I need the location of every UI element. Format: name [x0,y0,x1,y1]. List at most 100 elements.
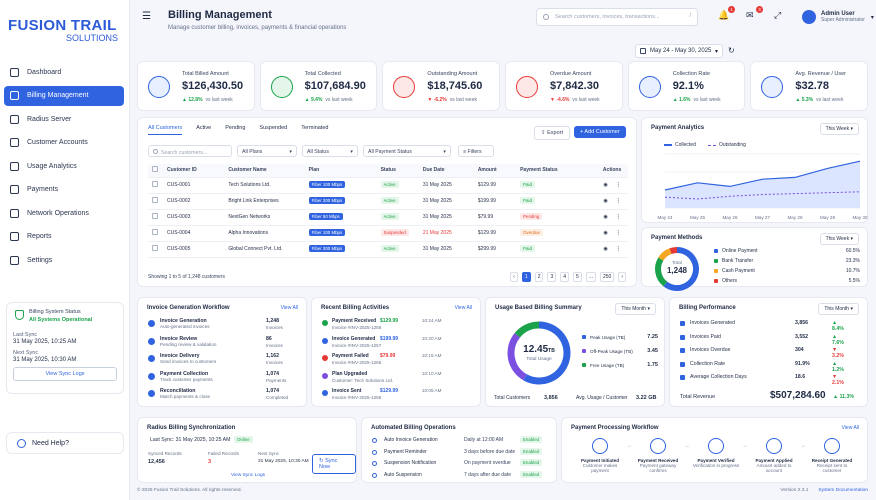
table-row[interactable]: CUS-0001 Tech Solutions Ltd. Fiber 100 Mbp… [148,177,628,194]
methods-period-select[interactable]: This Week ▾ [819,233,859,245]
page-button[interactable]: ... [585,272,596,282]
sidebar-item-payments[interactable]: Payments [4,180,124,200]
table-row[interactable]: CUS-0003 NextGen Networks Fiber 50 Mbps Act… [148,209,628,226]
radius-view-logs[interactable]: View Sync Logs [230,473,266,478]
plan-filter[interactable]: All Plans ▾ [237,145,297,157]
more-icon[interactable]: ⋮ [615,230,621,236]
next-page-icon[interactable]: › [618,272,626,282]
page-button[interactable]: 1 [521,272,531,282]
row-checkbox[interactable] [148,209,168,226]
workflow-step[interactable]: Invoice Generation Auto-generated invoice… [148,318,298,336]
global-search-input[interactable]: Search customers, invoices, transactions… [536,8,698,26]
activity-item[interactable]: Invoice Sent Invoice #INV-2025-1255 $129.9… [322,388,472,406]
sidebar-item-billing-management[interactable]: Billing Management [4,85,124,106]
mail-icon[interactable]: ✉ 3 [746,6,763,22]
payment-step[interactable]: Payment Received Payment gateway confirms… [634,438,690,473]
footer-docs-link[interactable]: System Documentation [818,488,868,493]
row-checkbox[interactable] [148,241,168,258]
activities-view-all[interactable]: View All [454,305,472,311]
date-range-picker[interactable]: May 24 - May 30, 2025 ▾ [635,44,723,58]
customer-id[interactable]: CUS-0003 [167,209,229,226]
automation-row[interactable]: Auto Invoice Generation Daily at 12:00 AM… [372,436,548,448]
tab-all-customers[interactable]: All Customers [148,125,183,135]
page-button[interactable]: 5 [573,272,582,282]
view-sync-logs-button[interactable]: View Sync Logs [13,367,117,381]
workflow-step[interactable]: Reconciliation Match payments & close 1,07… [148,388,298,406]
eye-icon[interactable]: ◉ [603,230,608,236]
workflow-step[interactable]: Invoice Review Pending review & validatio… [148,336,298,354]
sync-now-button[interactable]: ↻ Sync Now [312,454,356,474]
automation-status-badge[interactable]: Enabled [520,436,543,443]
more-icon[interactable]: ⋮ [615,198,621,204]
customer-search-input[interactable]: Search customers... [148,145,232,157]
menu-icon[interactable]: ☰ [142,11,151,22]
activity-item[interactable]: Invoice Generated Invoice #INV-2025-1257 $… [322,336,472,354]
analytics-period-select[interactable]: This Week ▾ [819,123,859,135]
refresh-icon[interactable]: ↻ [728,46,735,55]
payment-step[interactable]: Payment Initiated Customer makes payment → [576,438,632,473]
row-checkbox[interactable] [148,177,168,194]
invoice-workflow-view-all[interactable]: View All [280,305,298,311]
payment-step[interactable]: Payment Verified Verification in progress… [692,438,748,468]
more-icon[interactable]: ⋮ [615,246,621,252]
brand-logo[interactable]: FUSION TRAIL SOLUTIONS [8,18,122,44]
table-row[interactable]: CUS-0005 Global Connect Pvt. Ltd. Fiber 30… [148,241,628,258]
sidebar-item-radius-server[interactable]: Radius Server [4,109,124,129]
customer-id[interactable]: CUS-0005 [167,241,229,258]
sidebar-item-dashboard[interactable]: Dashboard [4,62,124,82]
eye-icon[interactable]: ◉ [603,214,608,220]
select-all-checkbox[interactable] [148,164,168,178]
prev-page-icon[interactable]: ‹ [510,272,518,282]
activity-item[interactable]: Plan Upgraded Customer: Tech Solutions Lt… [322,371,472,389]
eye-icon[interactable]: ◉ [603,182,608,188]
status-filter[interactable]: All Status ▾ [302,145,358,157]
help-button[interactable]: Need Help? [6,432,124,454]
automation-row[interactable]: Suspension Notification On payment overdu… [372,459,548,471]
tab-terminated[interactable]: Terminated [301,125,329,131]
tab-suspended[interactable]: Suspended [259,125,288,131]
activity-item[interactable]: Payment Received Invoice #INV-2025-1258 $1… [322,318,472,336]
eye-icon[interactable]: ◉ [603,198,608,204]
table-row[interactable]: CUS-0004 Alpha Innovations Fiber 100 Mbps S… [148,225,628,242]
workflow-step[interactable]: Payment Collection Track customer payment… [148,371,298,389]
sidebar-item-reports[interactable]: Reports [4,227,124,247]
page-button[interactable]: 3 [547,272,557,282]
page-button[interactable]: 250 [599,272,615,282]
payment-step[interactable]: Payment Applied Amount added to account → [750,438,806,473]
tab-pending[interactable]: Pending [225,125,246,131]
customer-id[interactable]: CUS-0002 [167,193,229,210]
table-row[interactable]: CUS-0002 Bright Link Enterprises Fiber 200… [148,193,628,210]
perf-period-select[interactable]: This Month ▾ [818,303,859,315]
row-checkbox[interactable] [148,225,168,242]
row-checkbox[interactable] [148,193,168,210]
sidebar-item-usage-analytics[interactable]: Usage Analytics [4,156,124,176]
eye-icon[interactable]: ◉ [603,246,608,252]
sidebar-item-network-operations[interactable]: Network Operations [4,203,124,223]
sidebar-item-customer-accounts[interactable]: Customer Accounts [4,133,124,153]
export-button[interactable]: ⇪ Export [534,126,571,140]
tab-active[interactable]: Active [196,125,212,131]
customer-id[interactable]: CUS-0004 [167,225,229,242]
payment-workflow-view-all[interactable]: View All [841,425,859,431]
customer-id[interactable]: CUS-0001 [167,177,229,194]
activity-item[interactable]: Payment Failed Invoice #INV-2025-1256 $79.… [322,353,472,371]
page-button[interactable]: 4 [560,272,570,282]
automation-status-badge[interactable]: Enabled [520,470,543,478]
automation-status-badge[interactable]: Enabled [520,447,543,455]
sidebar-item-settings[interactable]: Settings [4,250,124,270]
bell-icon[interactable]: 🔔 1 [718,6,735,22]
add-customer-button[interactable]: + Add Customer [574,126,626,138]
usage-period-select[interactable]: This Month ▾ [615,303,656,315]
fullscreen-icon[interactable]: ⤢ [774,10,782,20]
payment-status-filter[interactable]: All Payment Status ▾ [363,145,451,157]
automation-row[interactable]: Payment Reminder 3 days before due date En… [372,447,548,460]
user-menu[interactable]: Admin User Super Administrator ▾ [802,10,874,24]
filters-button[interactable]: ≡ Filters [458,145,494,157]
more-icon[interactable]: ⋮ [615,182,621,188]
page-button[interactable]: 2 [534,272,544,282]
more-icon[interactable]: ⋮ [615,214,621,220]
automation-status-badge[interactable]: Enabled [520,459,543,466]
automation-row[interactable]: Auto Suspension 7 days after due date Enab… [372,470,548,483]
workflow-step[interactable]: Invoice Delivery Send invoices to custome… [148,353,298,371]
payment-step[interactable]: Receipt Generated Receipt sent to custome… [808,438,856,473]
